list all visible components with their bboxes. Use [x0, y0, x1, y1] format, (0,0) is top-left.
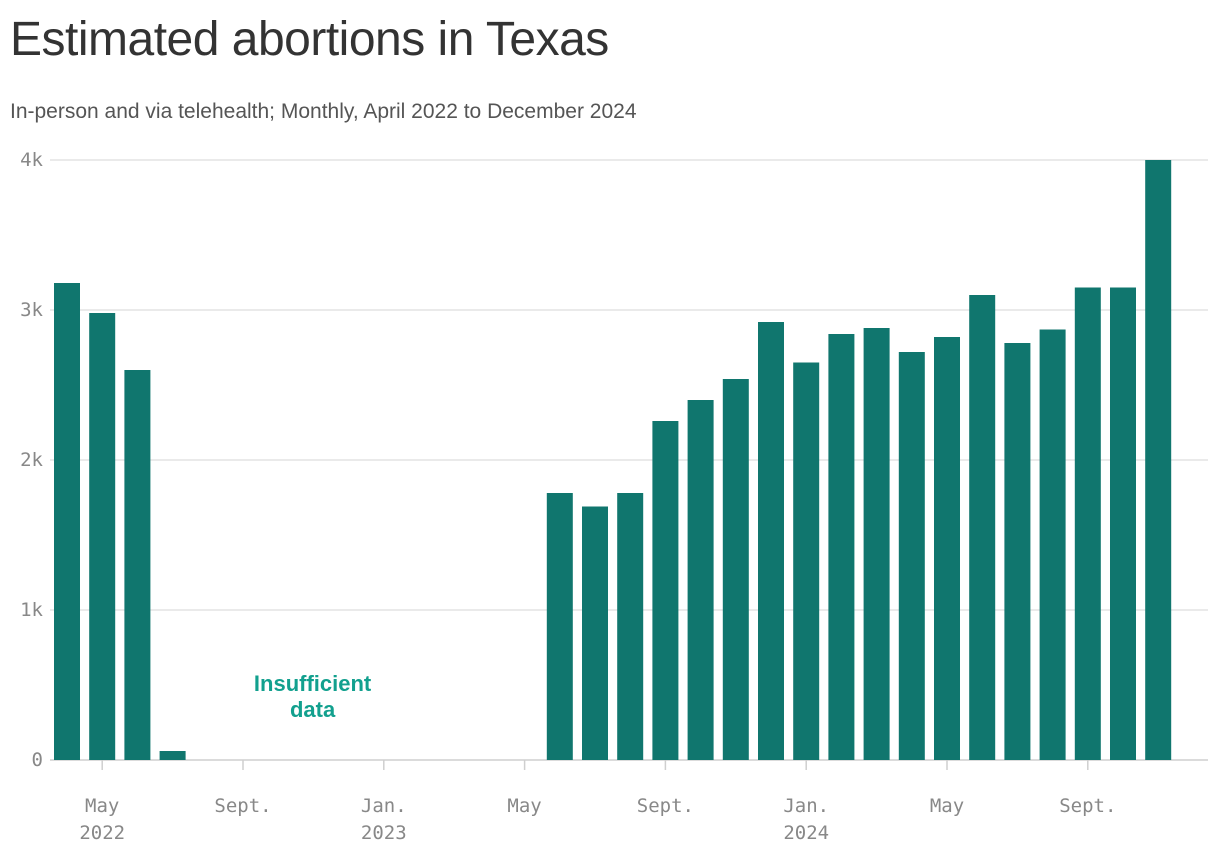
bar	[758, 322, 784, 760]
bar	[124, 370, 151, 760]
bar	[1004, 343, 1031, 760]
x-tick-label: Sept.	[637, 795, 694, 817]
bar	[617, 493, 644, 760]
y-tick-label: 1k	[20, 599, 43, 621]
y-tick-label: 2k	[20, 449, 43, 471]
bar	[863, 328, 890, 760]
bar	[898, 352, 925, 760]
bar	[722, 379, 749, 760]
y-axis: 0 1k 2k 3k 4k	[20, 149, 43, 771]
bar	[1110, 287, 1136, 760]
x-tick-year-label: 2023	[361, 822, 407, 844]
chart-title: Estimated abortions in Texas	[10, 13, 609, 66]
annotation-label: data	[290, 697, 336, 722]
bar	[1039, 329, 1066, 760]
chart-subtitle: In-person and via telehealth; Monthly, A…	[10, 100, 637, 123]
bar	[934, 337, 960, 760]
bar	[687, 400, 714, 760]
bars	[54, 160, 1172, 760]
x-tick-year-label: 2024	[783, 822, 829, 844]
bar	[652, 421, 679, 760]
bar	[1074, 287, 1101, 760]
bar	[793, 362, 820, 760]
x-tick-label: Sept.	[1059, 795, 1116, 817]
x-tick-year-label: 2022	[79, 822, 125, 844]
bar	[969, 295, 996, 760]
x-tick-label: May	[85, 795, 119, 817]
x-tick-label: May	[930, 795, 964, 817]
bar	[89, 313, 116, 760]
x-axis: May 2022 Sept. Jan. 2023 May Sept. Jan. 2024 May S…	[79, 760, 1116, 844]
x-tick-label: May	[507, 795, 541, 817]
bar	[828, 334, 855, 760]
bar	[546, 493, 573, 760]
y-tick-label: 3k	[20, 299, 43, 321]
y-tick-label: 4k	[20, 149, 43, 171]
bar	[54, 283, 80, 760]
x-tick-label: Jan.	[361, 795, 407, 817]
x-tick-label: Sept.	[214, 795, 271, 817]
annotation-label: Insufficient	[254, 671, 372, 696]
bar	[159, 751, 186, 760]
bar	[582, 506, 608, 760]
y-tick-label: 0	[32, 749, 43, 771]
bar	[1145, 160, 1172, 760]
x-tick-label: Jan.	[783, 795, 829, 817]
